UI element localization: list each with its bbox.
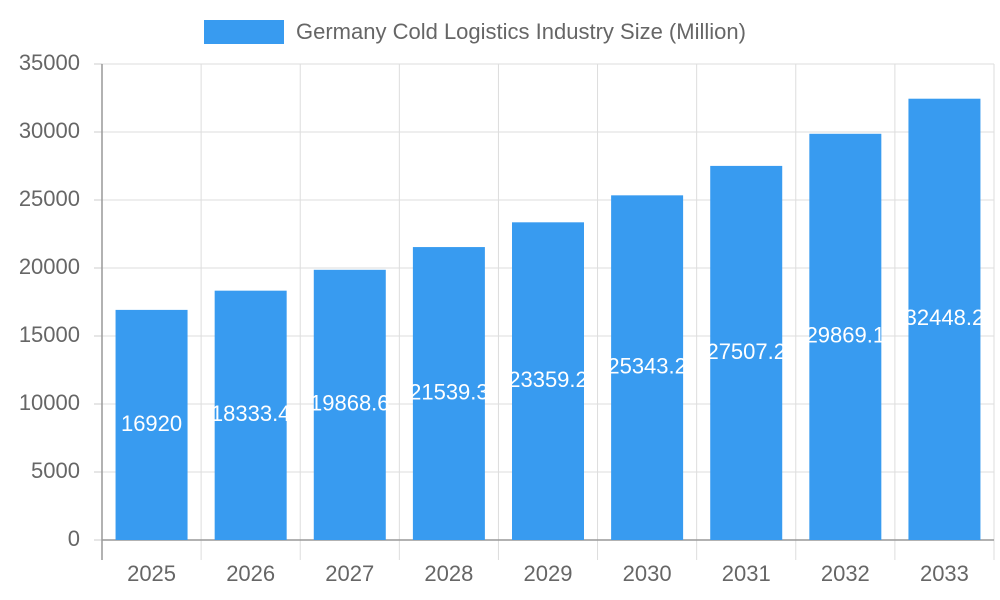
x-tick-label: 2033: [920, 561, 969, 586]
data-label: 27507.2: [706, 339, 786, 364]
bar: [313, 269, 386, 540]
y-tick-label: 15000: [19, 322, 80, 347]
x-tick-label: 2025: [127, 561, 176, 586]
bar: [611, 195, 684, 541]
x-tick-label: 2028: [424, 561, 473, 586]
bar: [412, 247, 485, 540]
data-label: 23359.2: [508, 367, 588, 392]
x-tick-label: 2032: [821, 561, 870, 586]
bar: [809, 133, 882, 540]
data-label: 16920: [121, 411, 182, 436]
x-tick-label: 2029: [524, 561, 573, 586]
bar: [214, 290, 287, 540]
y-tick-label: 35000: [19, 50, 80, 75]
x-tick-label: 2027: [325, 561, 374, 586]
data-label: 21539.3: [409, 379, 489, 404]
data-label: 29869.1: [806, 323, 886, 348]
data-label: 25343.2: [607, 353, 687, 378]
x-tick-label: 2030: [623, 561, 672, 586]
y-tick-label: 30000: [19, 118, 80, 143]
y-tick-label: 25000: [19, 186, 80, 211]
data-label: 18333.4: [211, 401, 291, 426]
legend-label: Germany Cold Logistics Industry Size (Mi…: [296, 19, 746, 44]
y-tick-label: 0: [68, 526, 80, 551]
x-tick-label: 2026: [226, 561, 275, 586]
bar: [710, 165, 783, 540]
y-tick-label: 5000: [31, 458, 80, 483]
data-label: 32448.2: [905, 305, 985, 330]
y-tick-label: 20000: [19, 254, 80, 279]
bar: [512, 222, 584, 540]
bar: [908, 98, 981, 541]
legend-swatch: [204, 20, 284, 44]
x-tick-label: 2031: [722, 561, 771, 586]
data-label: 19868.6: [310, 391, 390, 416]
y-tick-label: 10000: [19, 390, 80, 415]
bar: [115, 309, 188, 540]
